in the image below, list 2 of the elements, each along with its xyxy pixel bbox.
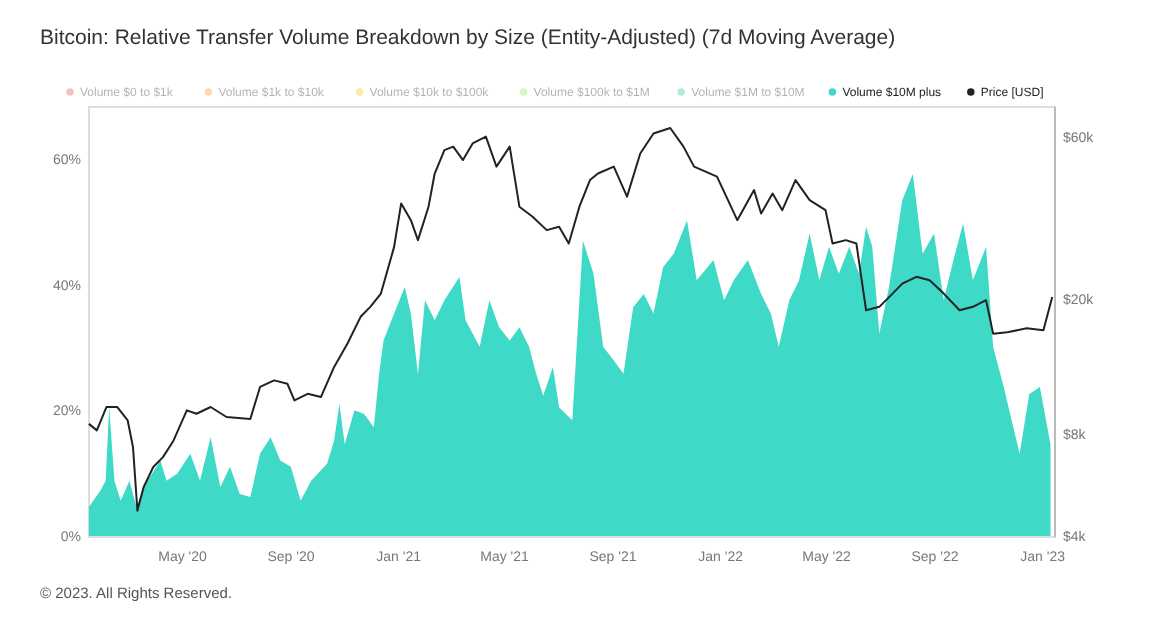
line-series: [88, 127, 1054, 512]
chart-title: Bitcoin: Relative Transfer Volume Breakdown by Size (Entity-Adjusted) (7d Moving Average): [40, 26, 896, 50]
